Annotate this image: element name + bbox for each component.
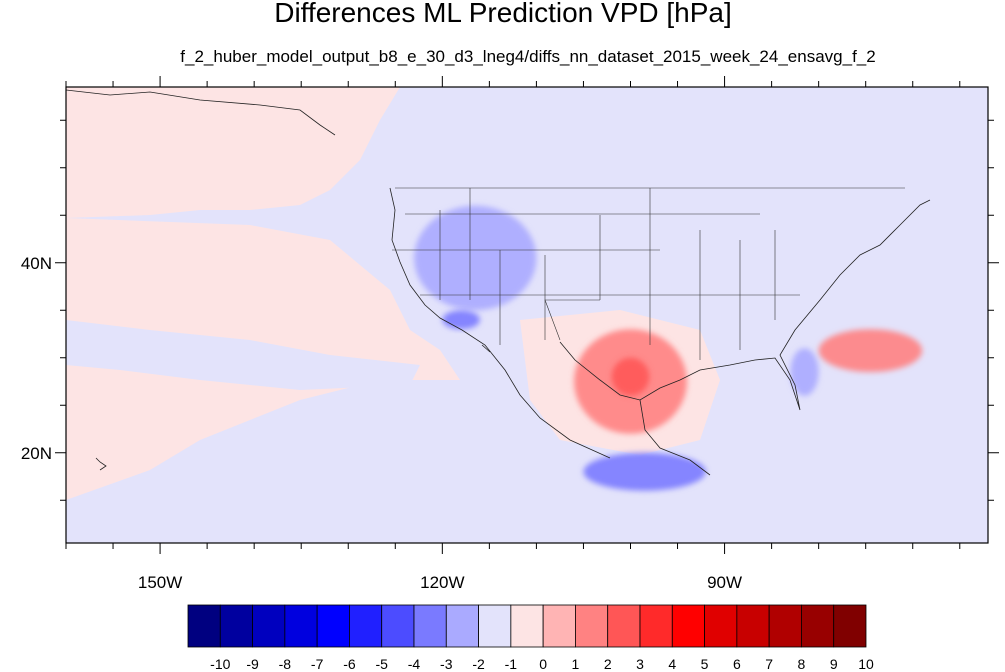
x-tick-label: 150W — [138, 573, 182, 592]
colorbar-swatch — [607, 604, 641, 648]
colorbar-label: -1 — [505, 656, 518, 672]
colorbar-label: -6 — [343, 656, 356, 672]
colorbar-label: 0 — [539, 656, 547, 672]
chart-title: Differences ML Prediction VPD [hPa] — [274, 0, 732, 28]
region-southern-california — [442, 310, 480, 330]
x-tick-label: 120W — [420, 573, 464, 592]
colorbar-swatch — [704, 604, 738, 648]
colorbar-swatch — [252, 604, 286, 648]
colorbar-label: 1 — [572, 656, 580, 672]
colorbar-label: -2 — [472, 656, 485, 672]
colorbar-swatch — [187, 604, 221, 648]
colorbar-swatch — [768, 604, 802, 648]
colorbar-label: -4 — [408, 656, 421, 672]
region-atlantic — [818, 329, 923, 372]
region-southern-mexico — [583, 452, 706, 491]
colorbar-label: 7 — [765, 656, 773, 672]
colorbar-swatch — [736, 604, 770, 648]
colorbar-swatch — [833, 604, 867, 648]
colorbar-label: 3 — [636, 656, 644, 672]
colorbar-label: 6 — [733, 656, 741, 672]
colorbar-label: 8 — [798, 656, 806, 672]
coastlines — [66, 89, 931, 476]
colorbar-label: -8 — [279, 656, 292, 672]
colorbar-label: -3 — [440, 656, 453, 672]
colorbar-label: 9 — [830, 656, 838, 672]
pacific-negative-band — [66, 320, 420, 390]
y-tick-label: 20N — [21, 444, 52, 463]
colorbar-swatch — [801, 604, 835, 648]
colorbar-swatch — [671, 604, 705, 648]
state-borders — [392, 187, 905, 360]
colorbar-label: -10 — [210, 656, 230, 672]
field-anomaly-regions — [414, 205, 923, 491]
axis-ticks — [55, 76, 999, 554]
pacific-positive-region — [66, 87, 400, 218]
colorbar-label: 2 — [604, 656, 612, 672]
colorbar-label: 10 — [858, 656, 874, 672]
colorbar-label: -9 — [246, 656, 259, 672]
colorbar-swatch — [542, 604, 576, 648]
colorbar-swatch — [478, 604, 512, 648]
colorbar-label: 5 — [701, 656, 709, 672]
plot-frame — [65, 86, 989, 544]
chart-subtitle: f_2_huber_model_output_b8_e_30_d3_lneg4/… — [180, 47, 875, 66]
colorbar-swatch — [575, 604, 609, 648]
colorbar-label: 4 — [668, 656, 676, 672]
colorbar-swatch — [316, 604, 350, 648]
y-tick-label: 40N — [21, 254, 52, 273]
map-plot-area: 150W 120W 90W 20N 40N — [21, 76, 999, 592]
colorbar-swatch — [413, 604, 447, 648]
region-florida — [790, 348, 819, 396]
colorbar-swatch — [510, 604, 544, 648]
colorbar-label: -5 — [375, 656, 388, 672]
colorbar-swatch — [284, 604, 318, 648]
region-texas-core — [611, 357, 650, 396]
axis-labels: 150W 120W 90W 20N 40N — [21, 254, 742, 592]
colorbar-label: -7 — [311, 656, 324, 672]
colorbar-swatch — [381, 604, 415, 648]
colorbar: -10 -9 -8 -7 -6 -5 -4 -3 -2 -1 0 1 2 3 4 5 6 7 8 9 10 — [187, 604, 874, 672]
region-great-basin — [414, 205, 537, 311]
colorbar-swatch — [219, 604, 253, 648]
colorbar-swatch — [349, 604, 383, 648]
x-tick-label: 90W — [707, 573, 742, 592]
colorbar-swatch — [639, 604, 673, 648]
colorbar-swatch — [445, 604, 479, 648]
